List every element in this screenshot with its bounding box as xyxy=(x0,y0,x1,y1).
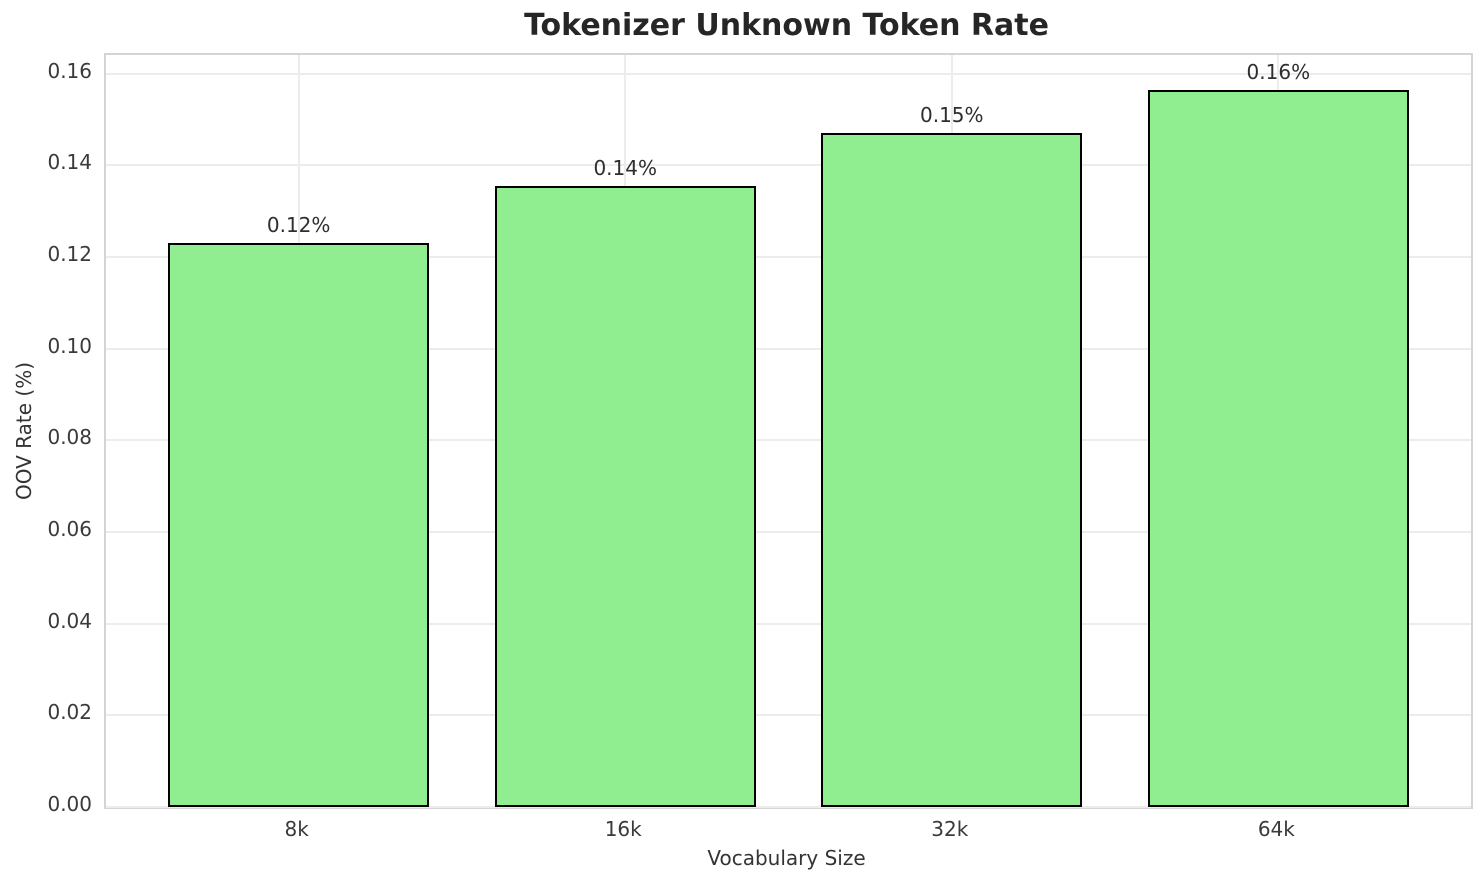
y-tick-label: 0.16 xyxy=(47,58,92,83)
x-tick-label: 16k xyxy=(604,817,642,841)
y-tick-label: 0.12 xyxy=(47,242,92,267)
chart-title: Tokenizer Unknown Token Rate xyxy=(524,8,1049,43)
x-axis-title: Vocabulary Size xyxy=(707,846,866,870)
h-gridline xyxy=(106,439,1471,442)
y-tick-label: 0.04 xyxy=(47,608,92,633)
y-tick-label: 0.08 xyxy=(47,425,92,450)
h-gridline xyxy=(106,531,1471,534)
x-tick-label: 32k xyxy=(931,817,969,841)
y-tick-label: 0.02 xyxy=(47,700,92,725)
bar-value-label: 0.14% xyxy=(593,156,657,181)
bar-value-label: 0.15% xyxy=(919,103,984,128)
y-tick-label: 0.06 xyxy=(47,517,92,542)
x-tick-label: 64k xyxy=(1257,817,1295,841)
h-gridline xyxy=(106,72,1471,75)
bar-8k xyxy=(168,243,430,807)
h-gridline xyxy=(106,714,1471,717)
x-tick-label: 8k xyxy=(284,817,309,841)
h-gridline xyxy=(106,256,1471,259)
h-gridline xyxy=(106,164,1471,167)
bar-value-label: 0.12% xyxy=(266,213,331,238)
bar-value-label: 0.16% xyxy=(1246,59,1311,84)
h-gridline xyxy=(106,347,1471,350)
bar-32k xyxy=(821,133,1083,807)
y-tick-label: 0.14 xyxy=(47,150,92,175)
bar-16k xyxy=(494,186,756,807)
plot-area: 0.12% 0.14% 0.15% 0.16% xyxy=(104,53,1473,809)
y-tick-label: 0.10 xyxy=(47,333,92,358)
h-gridline xyxy=(106,622,1471,625)
h-gridline xyxy=(106,806,1471,808)
bar-64k xyxy=(1147,89,1409,807)
y-tick-label: 0.00 xyxy=(47,792,92,816)
